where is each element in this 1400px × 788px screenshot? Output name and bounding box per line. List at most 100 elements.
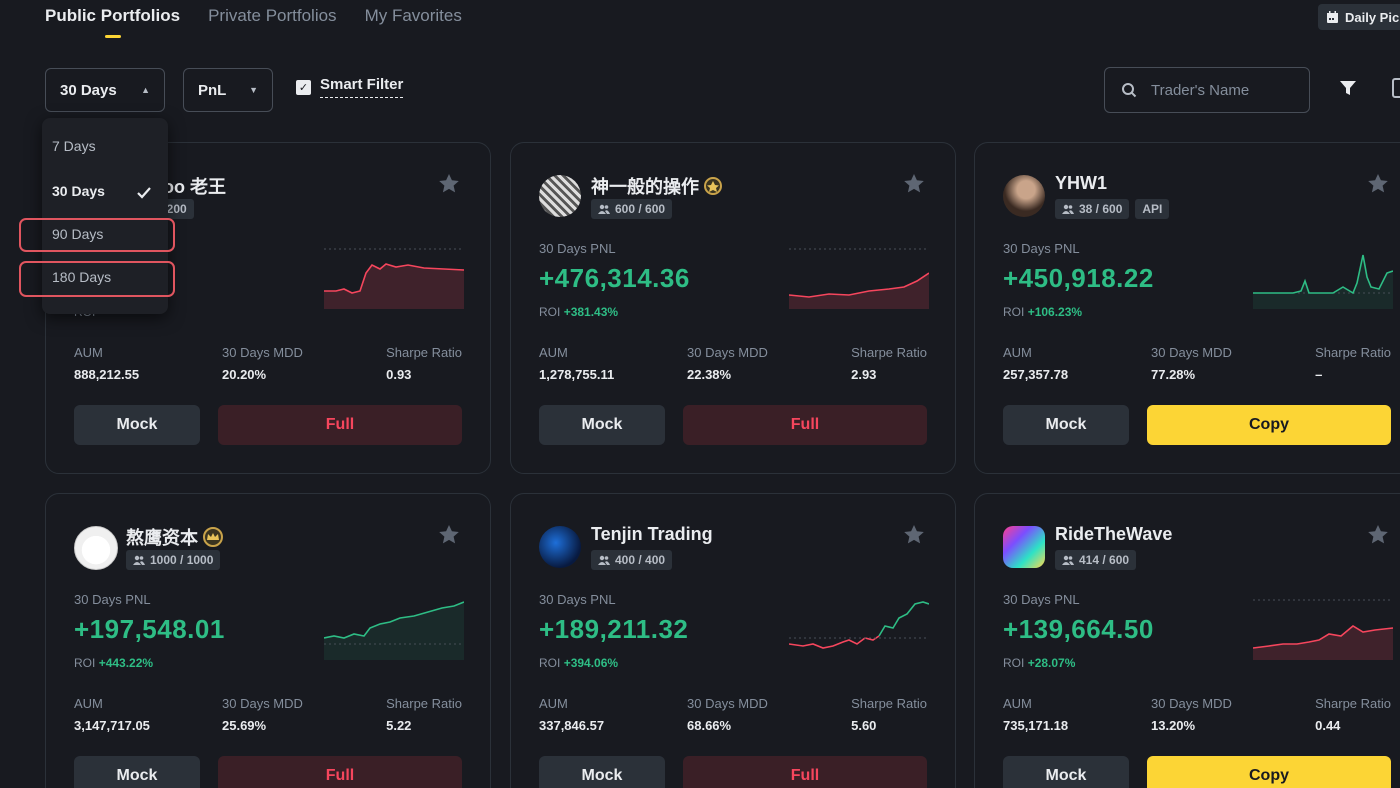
sharpe-value: 0.44 bbox=[1315, 718, 1341, 733]
favorite-star-icon[interactable] bbox=[903, 173, 925, 199]
period-select[interactable]: 30 Days ▲ bbox=[45, 68, 165, 112]
trader-card[interactable]: 神一般的操作 600 / 600 30 Days PNL +476,314.36… bbox=[510, 142, 956, 474]
smart-filter-toggle[interactable]: ✓ Smart Filter bbox=[296, 76, 404, 98]
trader-card[interactable]: RideTheWave 414 / 600 30 Days PNL +139,6… bbox=[974, 493, 1400, 788]
sharpe-label: Sharpe Ratio bbox=[386, 696, 462, 711]
pnl-sparkline bbox=[324, 601, 464, 660]
full-button[interactable]: Full bbox=[218, 405, 462, 445]
trader-name[interactable]: Tenjin Trading bbox=[591, 524, 713, 544]
sharpe-value: 5.22 bbox=[386, 718, 412, 733]
sharpe-label: Sharpe Ratio bbox=[386, 345, 462, 360]
roi-label: ROI bbox=[1003, 656, 1025, 670]
mdd-label: 30 Days MDD bbox=[1151, 696, 1232, 711]
mock-button[interactable]: Mock bbox=[1003, 756, 1129, 788]
copiers-count: 1000 / 1000 bbox=[126, 550, 221, 570]
favorite-star-icon[interactable] bbox=[438, 524, 460, 550]
favorite-star-icon[interactable] bbox=[1367, 524, 1389, 550]
mdd-value: 77.28% bbox=[1151, 367, 1196, 382]
trader-avatar[interactable] bbox=[539, 175, 581, 217]
api-badge: API bbox=[1135, 199, 1170, 219]
roi-label: ROI bbox=[74, 656, 96, 670]
mdd-label: 30 Days MDD bbox=[222, 345, 303, 360]
trader-name-row[interactable]: 熬鹰资本 bbox=[126, 524, 224, 550]
search-icon bbox=[1122, 83, 1137, 98]
checkmark-icon bbox=[137, 187, 151, 199]
trader-name-row[interactable]: 神一般的操作 bbox=[591, 173, 723, 199]
trader-avatar[interactable] bbox=[74, 526, 118, 570]
mdd-value: 13.20% bbox=[1151, 718, 1196, 733]
trader-card[interactable]: 熬鹰资本 1000 / 1000 30 Days PNL +197,548.01… bbox=[45, 493, 491, 788]
smart-filter-checkbox[interactable]: ✓ bbox=[296, 79, 311, 95]
full-button[interactable]: Full bbox=[683, 756, 927, 788]
pnl-sparkline bbox=[1253, 599, 1393, 660]
full-button[interactable]: Full bbox=[218, 756, 462, 788]
roi-label: ROI bbox=[1003, 305, 1025, 319]
trader-name[interactable]: RideTheWave bbox=[1055, 524, 1173, 544]
mock-button[interactable]: Mock bbox=[539, 756, 665, 788]
aum-value: 888,212.55 bbox=[74, 367, 140, 382]
roi-row: ROI +28.07% bbox=[1003, 656, 1075, 670]
sharpe-value: 0.93 bbox=[386, 367, 412, 382]
filter-button[interactable] bbox=[1338, 78, 1358, 103]
aum-stat: AUM 337,846.57 bbox=[539, 696, 604, 733]
mdd-stat: 30 Days MDD 13.20% bbox=[1151, 696, 1232, 733]
trader-name-row[interactable]: RideTheWave bbox=[1055, 524, 1172, 545]
roi-row: ROI +394.06% bbox=[539, 656, 618, 670]
trader-meta: 400 / 400 bbox=[591, 550, 673, 570]
tab-public-portfolios[interactable]: Public Portfolios bbox=[45, 6, 180, 36]
trader-name[interactable]: 熬鹰资本 bbox=[126, 528, 198, 548]
trader-avatar[interactable] bbox=[539, 526, 581, 568]
mock-button[interactable]: Mock bbox=[74, 405, 200, 445]
tab-my-favorites[interactable]: My Favorites bbox=[364, 6, 462, 25]
mock-button[interactable]: Mock bbox=[74, 756, 200, 788]
full-button[interactable]: Full bbox=[683, 405, 927, 445]
period-option-30-days[interactable]: 30 Days bbox=[52, 183, 105, 199]
period-option-90-days[interactable]: 90 Days bbox=[52, 226, 104, 242]
pnl-label: 30 Days PNL bbox=[1003, 241, 1080, 256]
trader-meta: 600 / 600 bbox=[591, 199, 673, 219]
favorite-star-icon[interactable] bbox=[438, 173, 460, 199]
trader-name[interactable]: YHW1 bbox=[1055, 173, 1108, 193]
pnl-sparkline bbox=[1253, 254, 1393, 309]
aum-label: AUM bbox=[74, 345, 103, 360]
roi-value: +381.43% bbox=[563, 305, 619, 319]
period-option-7-days[interactable]: 7 Days bbox=[52, 138, 96, 154]
period-option-180-days[interactable]: 180 Days bbox=[52, 269, 112, 285]
sharpe-stat: Sharpe Ratio – bbox=[1315, 345, 1391, 382]
sharpe-value: 5.60 bbox=[851, 718, 877, 733]
mdd-value: 25.69% bbox=[222, 718, 267, 733]
daily-pick-button[interactable]: Daily Pic bbox=[1318, 4, 1400, 30]
tab-private-portfolios[interactable]: Private Portfolios bbox=[208, 6, 337, 25]
trader-search-input[interactable] bbox=[1149, 80, 1293, 100]
mdd-stat: 30 Days MDD 20.20% bbox=[222, 345, 303, 382]
copiers-count-text: 1000 / 1000 bbox=[150, 553, 214, 567]
copiers-count: 414 / 600 bbox=[1055, 550, 1137, 570]
favorite-star-icon[interactable] bbox=[903, 524, 925, 550]
aum-stat: AUM 735,171.18 bbox=[1003, 696, 1068, 733]
mock-button[interactable]: Mock bbox=[539, 405, 665, 445]
pnl-value: +476,314.36 bbox=[539, 263, 690, 293]
roi-label: ROI bbox=[539, 656, 561, 670]
favorite-star-icon[interactable] bbox=[1367, 173, 1389, 199]
trader-avatar[interactable] bbox=[1003, 526, 1045, 568]
funnel-icon bbox=[1340, 81, 1356, 95]
trader-card[interactable]: YHW1 38 / 600 API 30 Days PNL +450,918.2… bbox=[974, 142, 1400, 474]
copy-button[interactable]: Copy bbox=[1147, 405, 1391, 445]
aum-stat: AUM 888,212.55 bbox=[74, 345, 139, 382]
trader-name-row[interactable]: Tenjin Trading bbox=[591, 524, 713, 545]
mock-button[interactable]: Mock bbox=[1003, 405, 1129, 445]
mdd-stat: 30 Days MDD 25.69% bbox=[222, 696, 303, 733]
sort-select[interactable]: PnL ▼ bbox=[183, 68, 273, 112]
layout-toggle-icon[interactable] bbox=[1392, 78, 1400, 98]
trader-name-row[interactable]: YHW1 bbox=[1055, 173, 1107, 194]
trader-name[interactable]: 神一般的操作 bbox=[591, 177, 699, 197]
caret-up-icon: ▲ bbox=[141, 85, 150, 95]
copiers-count-text: 38 / 600 bbox=[1079, 202, 1123, 216]
trader-card[interactable]: Tenjin Trading 400 / 400 30 Days PNL +18… bbox=[510, 493, 956, 788]
aum-stat: AUM 257,357.78 bbox=[1003, 345, 1068, 382]
copiers-count: 38 / 600 bbox=[1055, 199, 1130, 219]
mdd-stat: 30 Days MDD 22.38% bbox=[687, 345, 768, 382]
copy-button[interactable]: Copy bbox=[1147, 756, 1391, 788]
trader-avatar[interactable] bbox=[1003, 175, 1045, 217]
